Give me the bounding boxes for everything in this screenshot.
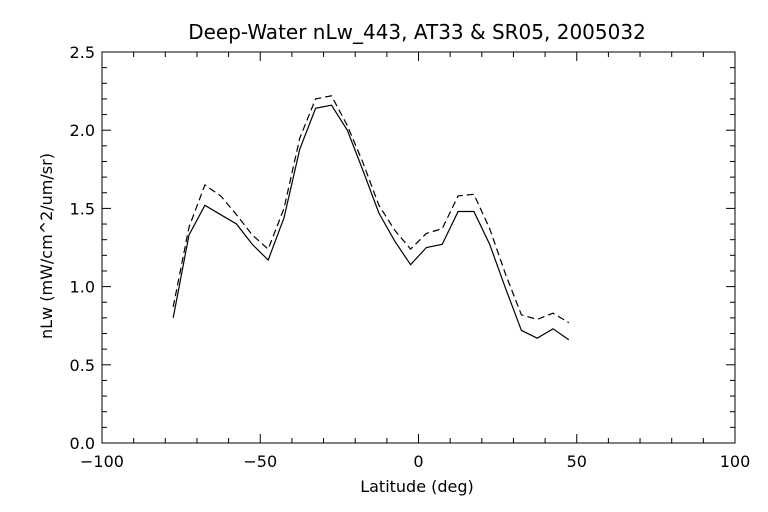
x-tick-label: −50 — [243, 452, 277, 471]
y-tick-label: 2.5 — [70, 43, 95, 62]
y-tick-label: 1.5 — [70, 199, 95, 218]
x-tick-label: 100 — [720, 452, 751, 471]
y-tick-label: 0.5 — [70, 356, 95, 375]
chart-title: Deep-Water nLw_443, AT33 & SR05, 2005032 — [188, 20, 646, 44]
y-tick-label: 2.0 — [70, 121, 95, 140]
y-axis-label: nLw (mW/cm^2/um/sr) — [37, 153, 56, 339]
tick-labels: −100 −50 0 50 100 0.0 0.5 1.0 1.5 2.0 2.5 — [70, 43, 751, 471]
series-line-solid — [172, 104, 570, 341]
x-tick-label: 50 — [567, 452, 587, 471]
series-line-dashed — [172, 95, 570, 324]
axis-ticks — [101, 51, 736, 444]
y-tick-label: 1.0 — [70, 278, 95, 297]
series-group — [172, 95, 570, 341]
plot-frame — [101, 51, 736, 444]
x-tick-label: 0 — [413, 452, 423, 471]
x-axis-label: Latitude (deg) — [360, 477, 474, 496]
x-tick-label: −100 — [80, 452, 124, 471]
y-tick-label: 0.0 — [70, 434, 95, 453]
